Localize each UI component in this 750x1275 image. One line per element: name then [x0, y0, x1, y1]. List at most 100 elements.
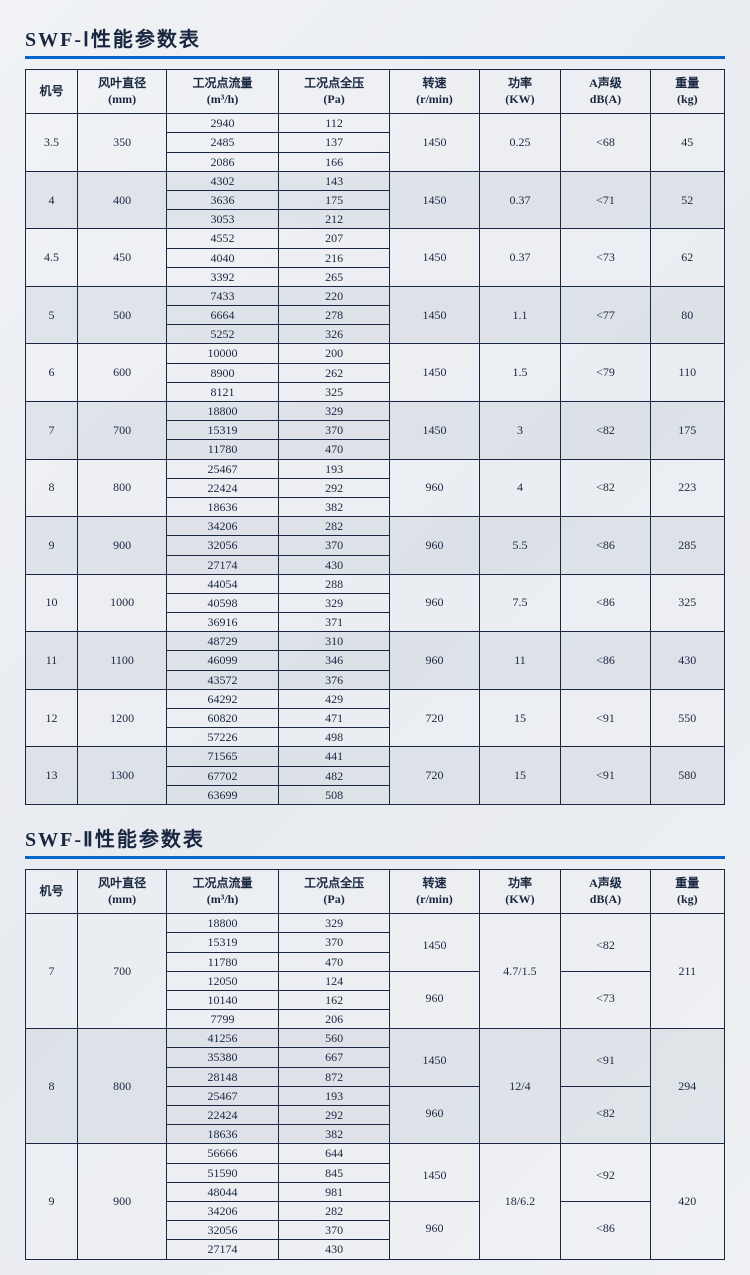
sound-value: <82	[561, 919, 649, 972]
flow-value: 6664	[167, 306, 278, 325]
diameter-cell: 1100	[78, 632, 167, 690]
model-cell: 4	[26, 171, 78, 229]
flow-value: 3636	[167, 191, 278, 210]
flow-value: 15319	[167, 933, 278, 952]
performance-table-1: 机号 风叶直径(mm) 工况点流量(m³/h) 工况点全压(Pa) 转速(r/m…	[25, 69, 725, 805]
weight-cell: 80	[650, 286, 724, 344]
sound-cell: <91	[561, 747, 650, 805]
pressure-value: 470	[279, 953, 390, 972]
flow-value: 60820	[167, 709, 278, 728]
power-cell: 15	[479, 747, 561, 805]
flow-cell: 440544059836916	[167, 574, 279, 632]
pressure-value: 137	[279, 133, 390, 152]
weight-cell: 550	[650, 689, 724, 747]
flow-cell: 412563538028148254672242418636	[167, 1029, 279, 1144]
speed-value: 1450	[390, 1034, 478, 1087]
pressure-value: 143	[279, 172, 390, 191]
power-cell: 4	[479, 459, 561, 517]
flow-value: 4302	[167, 172, 278, 191]
flow-value: 22424	[167, 1106, 278, 1125]
power-cell: 11	[479, 632, 561, 690]
table-row: 440043023636305314317521214500.37<7152	[26, 171, 725, 229]
pressure-value: 430	[279, 1240, 390, 1258]
col-diameter: 风叶直径(mm)	[78, 869, 167, 913]
sound-cell: <91	[561, 689, 650, 747]
sound-cell: <82<73	[561, 914, 650, 1029]
pressure-value: 206	[279, 1010, 390, 1028]
diameter-cell: 1000	[78, 574, 167, 632]
flow-value: 28148	[167, 1068, 278, 1087]
flow-value: 63699	[167, 786, 278, 804]
col-model: 机号	[26, 869, 78, 913]
flow-value: 36916	[167, 613, 278, 631]
flow-cell: 1000089008121	[167, 344, 279, 402]
pressure-value: 329	[279, 402, 390, 421]
power-cell: 0.37	[479, 229, 561, 287]
weight-cell: 430	[650, 632, 724, 690]
speed-cell: 1450960	[390, 1144, 479, 1259]
flow-value: 5252	[167, 325, 278, 343]
model-cell: 3.5	[26, 114, 78, 172]
flow-value: 25467	[167, 1087, 278, 1106]
pressure-cell: 112137166	[278, 114, 390, 172]
power-cell: 7.5	[479, 574, 561, 632]
table2-title: SWF-Ⅱ性能参数表	[25, 823, 725, 852]
pressure-value: 162	[279, 991, 390, 1010]
flow-value: 46099	[167, 651, 278, 670]
flow-value: 44054	[167, 575, 278, 594]
flow-value: 3392	[167, 268, 278, 286]
title-rule-2	[25, 856, 725, 859]
pressure-cell: 329370470	[278, 402, 390, 460]
sound-value: <92	[561, 1149, 649, 1202]
flow-value: 7799	[167, 1010, 278, 1028]
diameter-cell: 350	[78, 114, 167, 172]
pressure-value: 376	[279, 671, 390, 689]
pressure-value: 370	[279, 933, 390, 952]
pressure-value: 112	[279, 114, 390, 133]
model-cell: 6	[26, 344, 78, 402]
pressure-value: 441	[279, 747, 390, 766]
diameter-cell: 600	[78, 344, 167, 402]
col-weight: 重量(kg)	[650, 70, 724, 114]
flow-value: 40598	[167, 594, 278, 613]
table-row: 12120064292608205722642947149872015<9155…	[26, 689, 725, 747]
pressure-cell: 560667872193292382	[278, 1029, 390, 1144]
flow-value: 48044	[167, 1183, 278, 1202]
pressure-cell: 220278326	[278, 286, 390, 344]
model-cell: 5	[26, 286, 78, 344]
pressure-cell: 193292382	[278, 459, 390, 517]
flow-value: 2485	[167, 133, 278, 152]
table-row: 3.535029402485208611213716614500.25<6845	[26, 114, 725, 172]
pressure-value: 220	[279, 287, 390, 306]
pressure-value: 644	[279, 1144, 390, 1163]
flow-cell: 642926082057226	[167, 689, 279, 747]
speed-cell: 720	[390, 689, 479, 747]
pressure-value: 329	[279, 914, 390, 933]
speed-cell: 1450960	[390, 1029, 479, 1144]
col-power: 功率(KW)	[479, 70, 561, 114]
pressure-value: 288	[279, 575, 390, 594]
flow-value: 32056	[167, 1221, 278, 1240]
weight-cell: 211	[650, 914, 724, 1029]
pressure-value: 278	[279, 306, 390, 325]
flow-value: 22424	[167, 479, 278, 498]
flow-value: 2086	[167, 153, 278, 171]
pressure-cell: 310346376	[278, 632, 390, 690]
power-cell: 3	[479, 402, 561, 460]
flow-value: 41256	[167, 1029, 278, 1048]
pressure-value: 175	[279, 191, 390, 210]
table-row: 6600100008900812120026232514501.5<79110	[26, 344, 725, 402]
model-cell: 9	[26, 517, 78, 575]
weight-cell: 294	[650, 1029, 724, 1144]
flow-value: 4552	[167, 229, 278, 248]
diameter-cell: 500	[78, 286, 167, 344]
weight-cell: 52	[650, 171, 724, 229]
speed-cell: 1450	[390, 114, 479, 172]
sound-cell: <86	[561, 574, 650, 632]
header-row: 机号 风叶直径(mm) 工况点流量(m³/h) 工况点全压(Pa) 转速(r/m…	[26, 70, 725, 114]
pressure-value: 310	[279, 632, 390, 651]
table-row: 4.545045524040339220721626514500.37<7362	[26, 229, 725, 287]
flow-value: 27174	[167, 556, 278, 574]
speed-value: 1450	[390, 1149, 478, 1202]
power-cell: 4.7/1.5	[479, 914, 561, 1029]
